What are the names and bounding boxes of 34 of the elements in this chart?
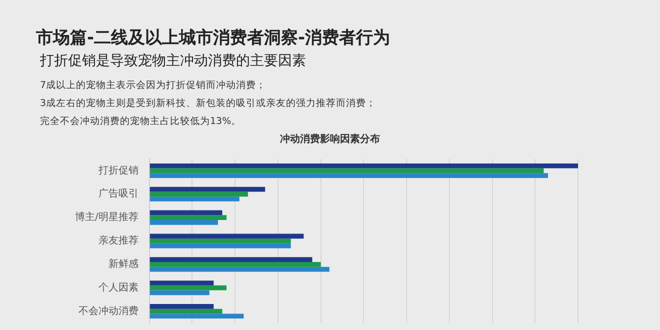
bar xyxy=(150,220,218,225)
chart-subtitle: 打折促销是导致宠物主冲动消费的主要因素 xyxy=(40,52,306,70)
bar xyxy=(150,314,244,319)
bar xyxy=(150,280,214,286)
text: 完全不会冲动消费的宠物主占比较低为13%。 xyxy=(40,115,242,129)
bar xyxy=(150,234,304,239)
bar xyxy=(150,168,544,174)
bar xyxy=(150,215,227,220)
bar xyxy=(150,257,312,262)
y-tick-label: 打折促销 xyxy=(97,164,138,176)
bar xyxy=(150,266,330,272)
text: 7成以上的宠物主表示会因为打折促销而冲动消费； xyxy=(40,79,268,93)
bar xyxy=(150,163,578,168)
bar xyxy=(150,285,227,290)
bar xyxy=(150,173,548,178)
bar xyxy=(150,308,222,314)
bar xyxy=(150,243,291,248)
bar xyxy=(150,210,222,216)
y-tick-label: 亲友推荐 xyxy=(98,234,138,247)
text: 3成左右的宠物主则是受到新科技、新包装的吸引或亲友的强力推荐而消费； xyxy=(40,97,376,111)
chart-title: 市场篇-二线及以上城市消费者洞察-消费者行为 xyxy=(36,27,390,49)
bar xyxy=(150,238,291,244)
bar xyxy=(150,304,214,309)
y-tick-label: 博主/明星推荐 xyxy=(74,211,138,224)
bar xyxy=(150,192,248,197)
y-tick-label: 不会冲动消费 xyxy=(78,304,138,317)
bar xyxy=(150,262,321,267)
bar xyxy=(150,196,240,202)
y-tick-label: 广告吸引 xyxy=(98,188,138,200)
y-tick-label: 新鲜感 xyxy=(108,258,138,270)
y-tick-label: 个人因素 xyxy=(98,281,138,294)
bar xyxy=(150,290,210,296)
bar xyxy=(150,186,266,192)
text: 冲动消费影响因素分布 xyxy=(279,132,381,146)
